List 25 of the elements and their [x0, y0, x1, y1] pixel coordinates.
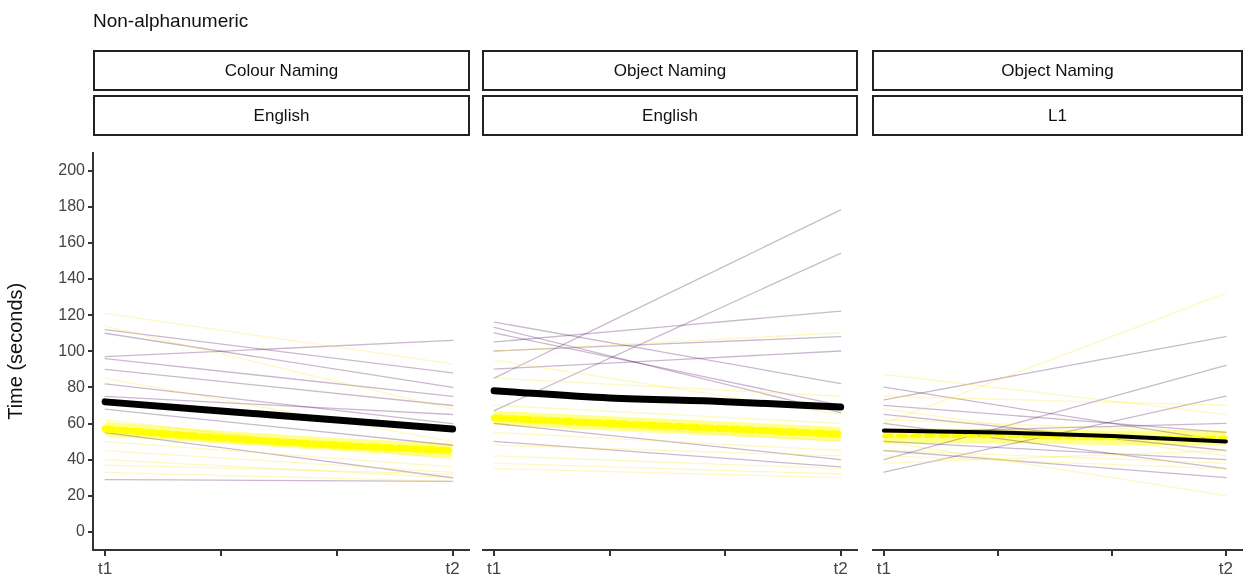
y-tick-label: 120 [58, 305, 86, 323]
y-tick-label: 160 [58, 233, 86, 251]
y-tick-label: 80 [67, 377, 86, 395]
chart-title: Colour Naming [93, 50, 470, 91]
x-tick-label: t2 [445, 558, 460, 578]
x-tick-label: t2 [1218, 558, 1233, 578]
chart-subtitle: English [93, 95, 470, 136]
chart-subtitle: L1 [872, 95, 1243, 136]
y-tick-label: 180 [58, 197, 86, 215]
y-tick-label: 200 [58, 161, 86, 179]
y-axis-title: Time (seconds) [3, 282, 26, 420]
x-tick-label: t1 [98, 558, 113, 578]
x-tick-label: t1 [487, 558, 502, 578]
x-tick-label: t1 [876, 558, 892, 578]
y-tick-label: 140 [58, 269, 86, 287]
text: Non-alphanumeric [93, 10, 249, 32]
y-tick-label: 40 [67, 450, 86, 468]
y-tick-label: 20 [67, 486, 86, 504]
chart-title: Object Naming [482, 50, 858, 91]
y-tick-label: 60 [67, 413, 86, 431]
chart-subtitle: English [482, 95, 858, 136]
y-tick-label: 100 [58, 341, 86, 359]
y-tick-label: 0 [76, 522, 86, 540]
chart-title: Object Naming [872, 50, 1243, 91]
x-tick-label: t2 [833, 558, 848, 578]
